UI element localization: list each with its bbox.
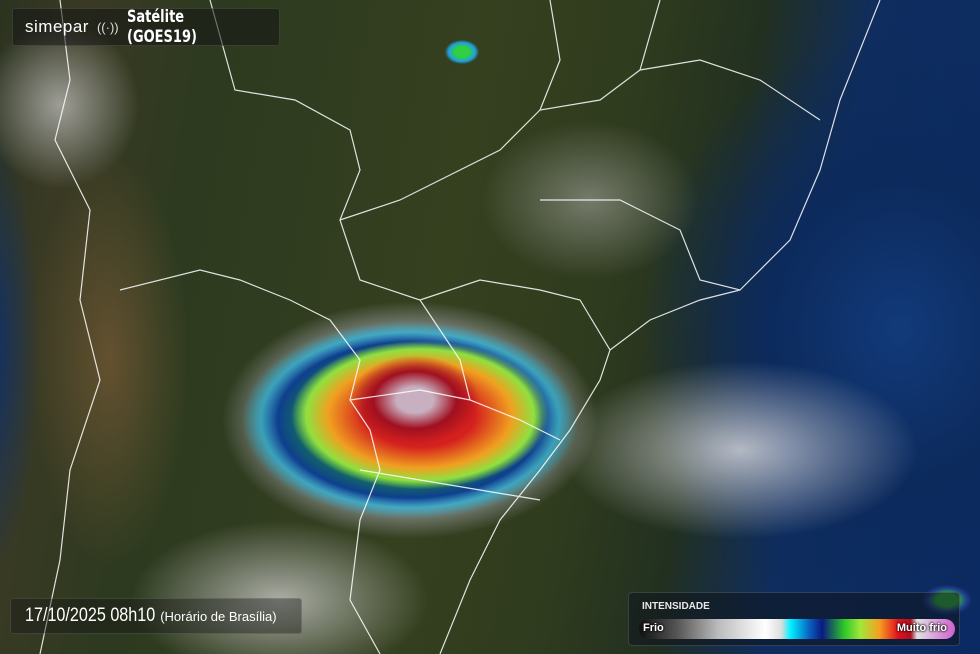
cloud-nw: [0, 20, 140, 190]
broadcast-waves-icon: ((·)): [96, 19, 119, 35]
border-line: [119, 269, 381, 654]
simepar-logo: simepar: [25, 17, 89, 36]
storm-core: [350, 355, 480, 445]
cloud-ocean-band: [560, 360, 920, 540]
border-line: [349, 389, 561, 441]
border-line: [609, 289, 741, 351]
border-line: [539, 0, 561, 111]
border-line: [419, 279, 611, 654]
intensity-legend: INTENSIDADE Frio Muito frio: [628, 592, 960, 646]
legend-max-label: Muito frio: [896, 622, 947, 634]
andes-terrain: [30, 150, 190, 570]
map-title: Satélite (GOES19): [126, 7, 197, 47]
legend-title: INTENSIDADE: [642, 601, 710, 612]
timezone: (Horário de Brasília): [160, 608, 277, 624]
border-line: [540, 0, 881, 291]
legend-min-label: Frio: [643, 622, 664, 634]
datetime: 17/10/2025 08h10: [25, 605, 156, 626]
color-scale-bar: Frio Muito frio: [639, 619, 955, 639]
cell-north: [445, 40, 479, 64]
cloud-sw: [130, 520, 430, 654]
map-header: simepar ((·)) Satélite (GOES19): [12, 7, 280, 47]
border-line: [359, 469, 541, 501]
border-line: [339, 59, 821, 221]
border-line: [639, 0, 661, 71]
timestamp-box: 17/10/2025 08h10 (Horário de Brasília): [10, 598, 302, 634]
border-line: [39, 0, 101, 654]
border-line: [209, 0, 471, 401]
